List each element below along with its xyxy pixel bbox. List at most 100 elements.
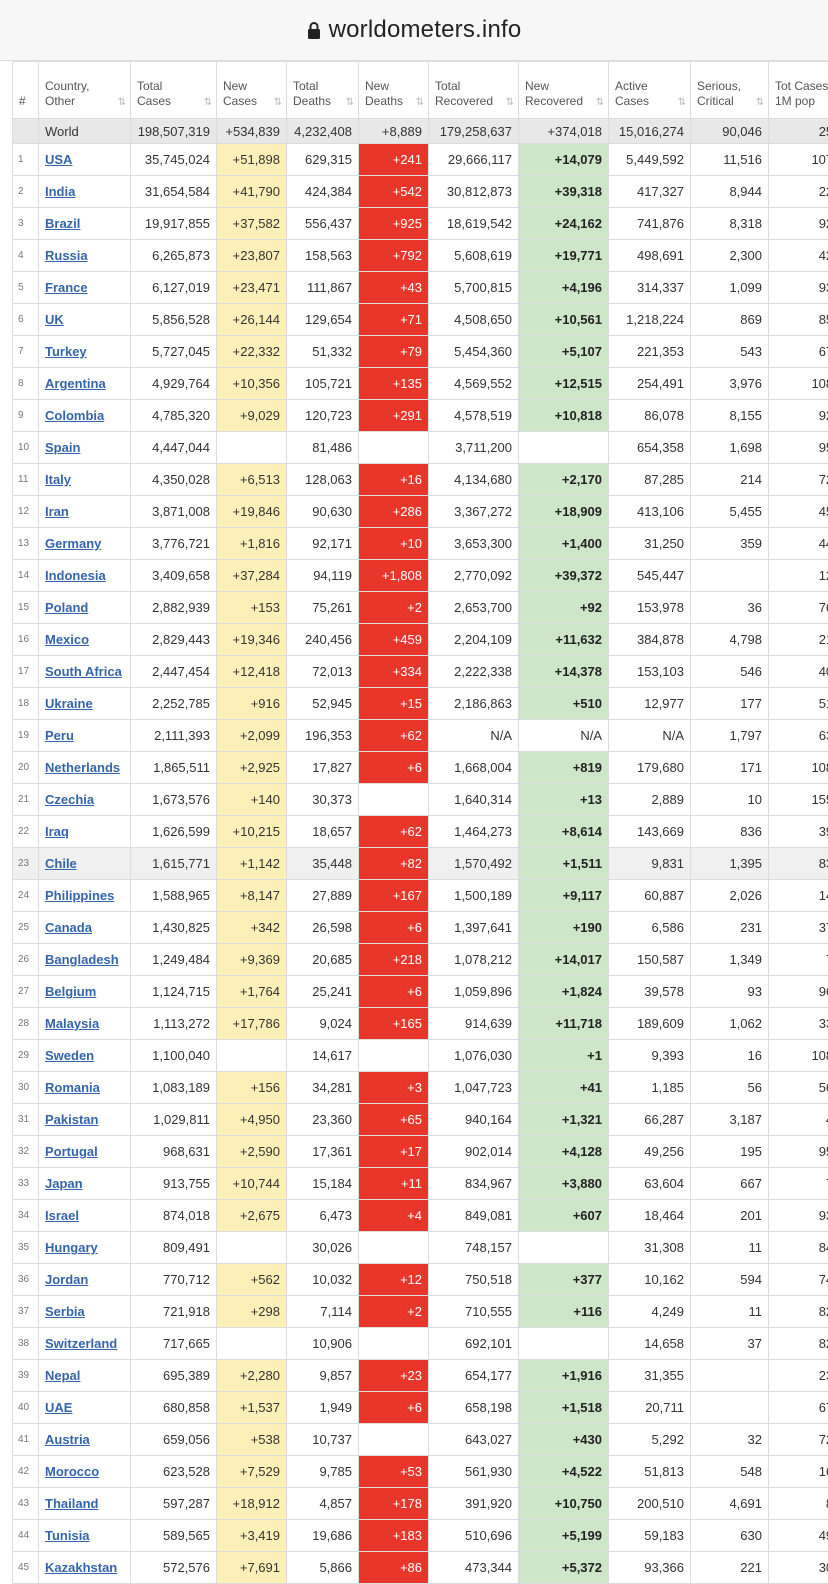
country-link[interactable]: Ukraine: [45, 696, 93, 711]
country-link[interactable]: Nepal: [45, 1368, 80, 1383]
country-link[interactable]: Jordan: [45, 1272, 88, 1287]
country-link[interactable]: USA: [45, 152, 72, 167]
country-link[interactable]: Chile: [45, 856, 77, 871]
country-link[interactable]: Philippines: [45, 888, 114, 903]
country-link[interactable]: UAE: [45, 1400, 72, 1415]
country-link[interactable]: Israel: [45, 1208, 79, 1223]
country-link[interactable]: Russia: [45, 248, 88, 263]
country-link[interactable]: Tunisia: [45, 1528, 90, 1543]
sort-arrows-icon[interactable]: ⇅: [346, 95, 354, 110]
country-link[interactable]: Morocco: [45, 1464, 99, 1479]
country-link[interactable]: Germany: [45, 536, 101, 551]
sort-arrows-icon[interactable]: ⇅: [274, 95, 282, 110]
country-link[interactable]: Switzerland: [45, 1336, 117, 1351]
country-link[interactable]: Mexico: [45, 632, 89, 647]
column-header-per_million[interactable]: Tot Cases/ 1M pop: [769, 62, 828, 119]
country-link[interactable]: Hungary: [45, 1240, 98, 1255]
column-header-total_recovered[interactable]: Total Recovered⇅: [429, 62, 519, 119]
country-link[interactable]: Romania: [45, 1080, 100, 1095]
column-header-active_cases[interactable]: Active Cases⇅: [609, 62, 691, 119]
country-link[interactable]: Colombia: [45, 408, 104, 423]
sort-arrows-icon[interactable]: ⇅: [596, 95, 604, 110]
country-link[interactable]: South Africa: [45, 664, 122, 679]
sort-arrows-icon[interactable]: ⇅: [416, 95, 424, 110]
country-link[interactable]: Czechia: [45, 792, 94, 807]
column-header-serious[interactable]: Serious, Critical⇅: [691, 62, 769, 119]
country-link[interactable]: Serbia: [45, 1304, 85, 1319]
country-link[interactable]: Argentina: [45, 376, 106, 391]
sort-arrows-icon[interactable]: ⇅: [756, 95, 764, 110]
table-row[interactable]: 35Hungary809,49130,026748,15731,3081184,…: [13, 1232, 828, 1264]
country-link[interactable]: Japan: [45, 1176, 83, 1191]
column-header-country[interactable]: Country, Other⇅: [39, 62, 131, 119]
country-link[interactable]: Thailand: [45, 1496, 98, 1511]
country-link[interactable]: Portugal: [45, 1144, 98, 1159]
table-container[interactable]: #Country, Other⇅Total Cases⇅New Cases⇅To…: [0, 61, 828, 1584]
column-header-new_recovered[interactable]: New Recovered⇅: [519, 62, 609, 119]
country-link[interactable]: Brazil: [45, 216, 80, 231]
country-link[interactable]: Spain: [45, 440, 80, 455]
country-link[interactable]: France: [45, 280, 88, 295]
country-link[interactable]: India: [45, 184, 75, 199]
country-link[interactable]: UK: [45, 312, 64, 327]
sort-arrows-icon[interactable]: ⇅: [506, 95, 514, 110]
column-header-new_deaths[interactable]: New Deaths⇅: [359, 62, 429, 119]
country-link[interactable]: Netherlands: [45, 760, 120, 775]
country-link[interactable]: Kazakhstan: [45, 1560, 117, 1575]
country-link[interactable]: Belgium: [45, 984, 96, 999]
country-link[interactable]: Canada: [45, 920, 92, 935]
browser-address-bar[interactable]: worldometers.info: [0, 0, 828, 61]
country-link[interactable]: Italy: [45, 472, 71, 487]
country-link[interactable]: Indonesia: [45, 568, 106, 583]
country-link[interactable]: Sweden: [45, 1048, 94, 1063]
sort-arrows-icon[interactable]: ⇅: [204, 95, 212, 110]
country-link[interactable]: Turkey: [45, 344, 87, 359]
column-header-total_cases[interactable]: Total Cases⇅: [131, 62, 217, 119]
sort-arrows-icon[interactable]: ⇅: [678, 95, 686, 110]
sort-arrows-icon[interactable]: ⇅: [118, 95, 126, 110]
country-link[interactable]: Poland: [45, 600, 88, 615]
column-header-new_cases[interactable]: New Cases⇅: [217, 62, 287, 119]
country-link[interactable]: Iran: [45, 504, 69, 519]
country-link[interactable]: Pakistan: [45, 1112, 98, 1127]
